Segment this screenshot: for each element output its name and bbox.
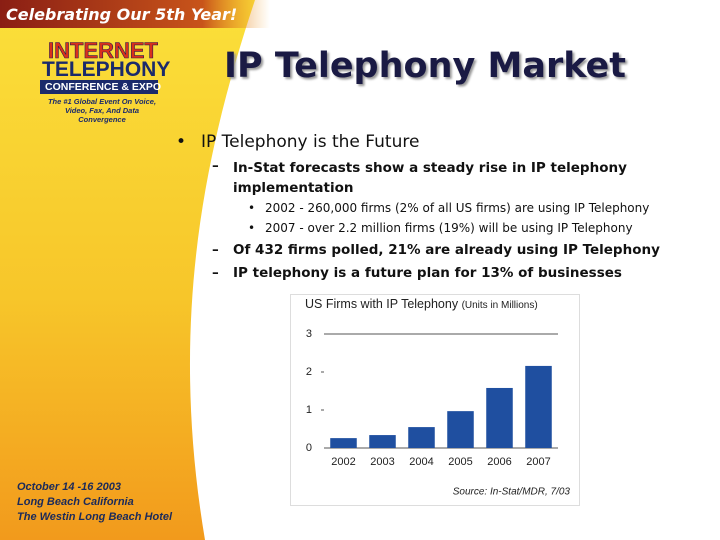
event-line: October 14 -16 2003 <box>17 481 121 493</box>
bullet: IP Telephony is the Future <box>201 132 420 152</box>
event-line: The Westin Long Beach Hotel <box>17 511 173 523</box>
y-tick-label: 2 <box>306 366 312 378</box>
bar <box>330 438 357 448</box>
logo-tagline: The #1 Global Event On Voice, Video, Fax… <box>47 97 157 124</box>
banner: Celebrating Our 5th Year! <box>6 5 238 24</box>
y-tick-label: 0 <box>306 442 312 454</box>
bar <box>447 411 474 448</box>
dash-marker: – <box>212 265 219 281</box>
bullet-marker: • <box>248 221 256 235</box>
bar <box>408 427 435 448</box>
x-tick-label: 2003 <box>370 456 394 468</box>
logo-line: TELEPHONY <box>42 58 171 81</box>
sub-bullet: IP telephony is a future plan for 13% of… <box>233 265 622 281</box>
slide-title: IP Telephony Market <box>224 46 627 86</box>
banner-bar <box>0 0 270 28</box>
side-panel <box>0 0 255 540</box>
bar <box>486 387 513 448</box>
chart-subtitle: (Units in Millions) <box>462 300 538 311</box>
bullet-marker: • <box>248 201 256 215</box>
event-info: October 14 -16 2003 Long Beach Californi… <box>17 480 172 525</box>
logo-line: CONFERENCE & EXPO <box>45 81 162 93</box>
chart-title-text: US Firms with IP Telephony <box>305 297 459 311</box>
bullet-marker: • <box>176 132 187 152</box>
x-tick-label: 2004 <box>409 456 433 468</box>
bar <box>525 365 552 448</box>
bar <box>369 435 396 448</box>
event-line: Long Beach California <box>17 496 134 508</box>
dash-marker: – <box>212 242 219 258</box>
y-tick-label: 1 <box>306 404 312 416</box>
sub-bullet: In-Stat forecasts show a steady rise in … <box>233 160 627 196</box>
sub-sub-bullet: 2007 - over 2.2 million firms (19%) will… <box>265 221 633 235</box>
logo-line: INTERNET <box>48 38 159 64</box>
chart-title: US Firms with IP Telephony (Units in Mil… <box>305 297 538 311</box>
x-tick-label: 2005 <box>448 456 472 468</box>
y-tick-label: 3 <box>306 328 312 340</box>
dash-marker: – <box>212 158 219 174</box>
x-tick-label: 2002 <box>331 456 355 468</box>
logo-bar <box>40 80 158 94</box>
sub-sub-bullet: 2002 - 260,000 firms (2% of all US firms… <box>265 201 650 215</box>
chart: US Firms with IP Telephony (Units in Mil… <box>290 294 580 506</box>
x-tick-label: 2007 <box>526 456 550 468</box>
x-tick-label: 2006 <box>487 456 511 468</box>
chart-source: Source: In-Stat/MDR, 7/03 <box>453 487 571 498</box>
sub-bullet: Of 432 firms polled, 21% are already usi… <box>233 242 660 258</box>
